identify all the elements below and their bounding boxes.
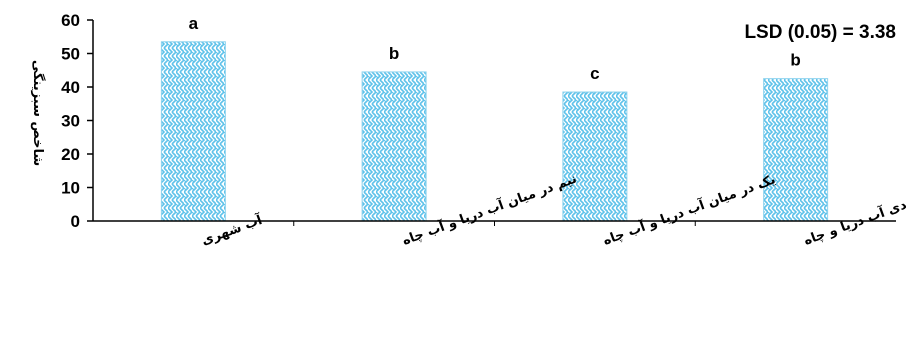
y-axis-label: شاخص سبزینگی [30, 60, 46, 166]
y-tick-label: 10 [61, 179, 80, 198]
bar [160, 41, 226, 222]
y-tick-label: 30 [61, 112, 80, 131]
bar [763, 78, 829, 222]
bar-data-label: a [189, 14, 199, 33]
bar [361, 71, 427, 222]
bar-data-label: b [389, 44, 399, 63]
bar-data-label: b [790, 51, 800, 70]
bar-data-label: c [590, 64, 599, 83]
y-tick-label: 20 [61, 145, 80, 164]
bars: a b c b [160, 14, 829, 222]
y-tick-label: 50 [61, 45, 80, 64]
lsd-annotation: LSD (0.05) = 3.38 [744, 22, 896, 43]
y-tick-label: 60 [61, 11, 80, 30]
y-tick-label: 40 [61, 78, 80, 97]
y-axis: 0 10 20 30 40 50 60 [61, 11, 94, 231]
bar [562, 91, 628, 222]
y-tick-label: 0 [71, 212, 80, 231]
